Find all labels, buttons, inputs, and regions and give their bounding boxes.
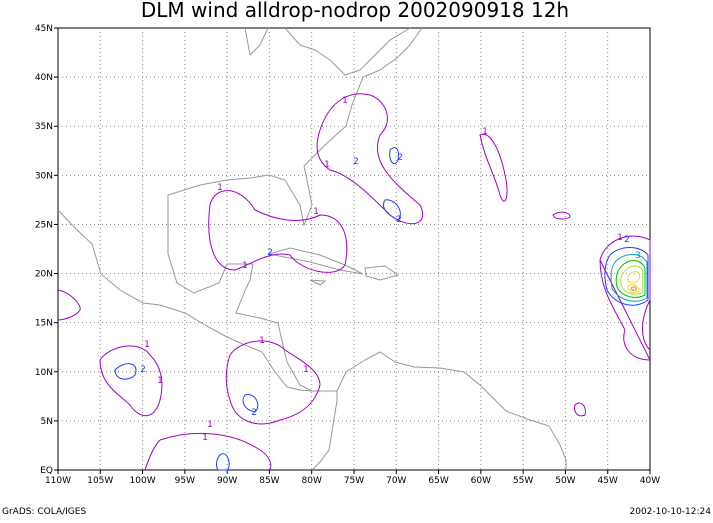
coastline [309,279,327,286]
contour [604,247,649,306]
contour [57,211,586,417]
contour-label: 1 [342,96,348,106]
contour-label: 1 [202,433,208,443]
contour-label: 1 [313,207,319,217]
x-label: 110W [45,476,71,486]
coastline [167,215,567,470]
x-label: 45W [598,476,618,486]
grid: 110W 105W 100W 95W 90W 85W 80W 75W 70W 65W 60W 55W 5… [35,24,660,486]
y-label: 30N [35,171,53,181]
x-label: 90W [217,476,237,486]
x-label: 100W [130,476,156,486]
contour-label: 1 [617,233,623,243]
contour [627,271,641,293]
contours [57,93,651,471]
contour-label: 1 [259,336,265,346]
x-label: 70W [386,476,406,486]
contour-label: 1 [144,340,150,350]
contour [599,235,651,361]
y-label: 20N [35,270,53,280]
x-label: 80W [302,476,322,486]
y-label: EQ [40,466,53,476]
x-label: 50W [555,476,575,486]
contour-label: 1 [482,127,488,137]
contour [630,286,637,291]
contour-label: 1 [217,183,223,193]
contour-label: 2 [140,365,146,375]
y-label: 5N [41,417,53,427]
contour-label: 2 [397,153,403,163]
contour [479,133,508,202]
x-label: 75W [344,476,364,486]
contour [225,340,321,425]
x-label: 40W [640,476,660,486]
contour-label: 2 [353,157,359,167]
coastline [57,209,313,392]
contour [114,147,401,471]
contour-label: 1 [324,160,330,170]
contour-label: 2 [396,215,402,225]
coastlines [57,27,567,471]
coastline [167,27,423,227]
contour-label: 2 [267,248,273,258]
contour-label: 1 [207,420,213,430]
contour-label: 1 [242,261,248,271]
y-label: 40N [35,73,53,83]
y-label: 25N [35,220,53,230]
y-label: 35N [35,122,53,132]
contour-label: 2 [251,408,257,418]
contour [620,265,644,295]
y-label: 15N [35,319,53,329]
contour [99,345,163,417]
coastline [364,265,400,281]
x-label: 85W [259,476,279,486]
coastline [268,247,364,275]
contour [615,260,646,298]
coastline [244,27,411,76]
contour-label: 1 [157,376,163,386]
footer-right: 2002-10-10-12:24 [630,507,712,517]
footer-left: GrADS: COLA/IGES [2,507,86,517]
x-label: 55W [513,476,533,486]
x-label: 95W [175,476,195,486]
contour-label: 3 [635,251,641,261]
y-label: 45N [35,24,53,34]
contour-label: 1 [303,365,309,375]
x-label: 65W [428,476,448,486]
y-label: 10N [35,368,53,378]
coastline [311,391,338,471]
x-label: 60W [471,476,491,486]
contour [316,93,424,225]
contour [610,254,648,302]
contour-label: 2 [624,235,630,245]
map-title: DLM wind alldrop-nodrop 2002090918 12h [141,0,569,22]
contour [208,190,348,273]
x-label: 105W [87,476,113,486]
contour [144,433,272,471]
